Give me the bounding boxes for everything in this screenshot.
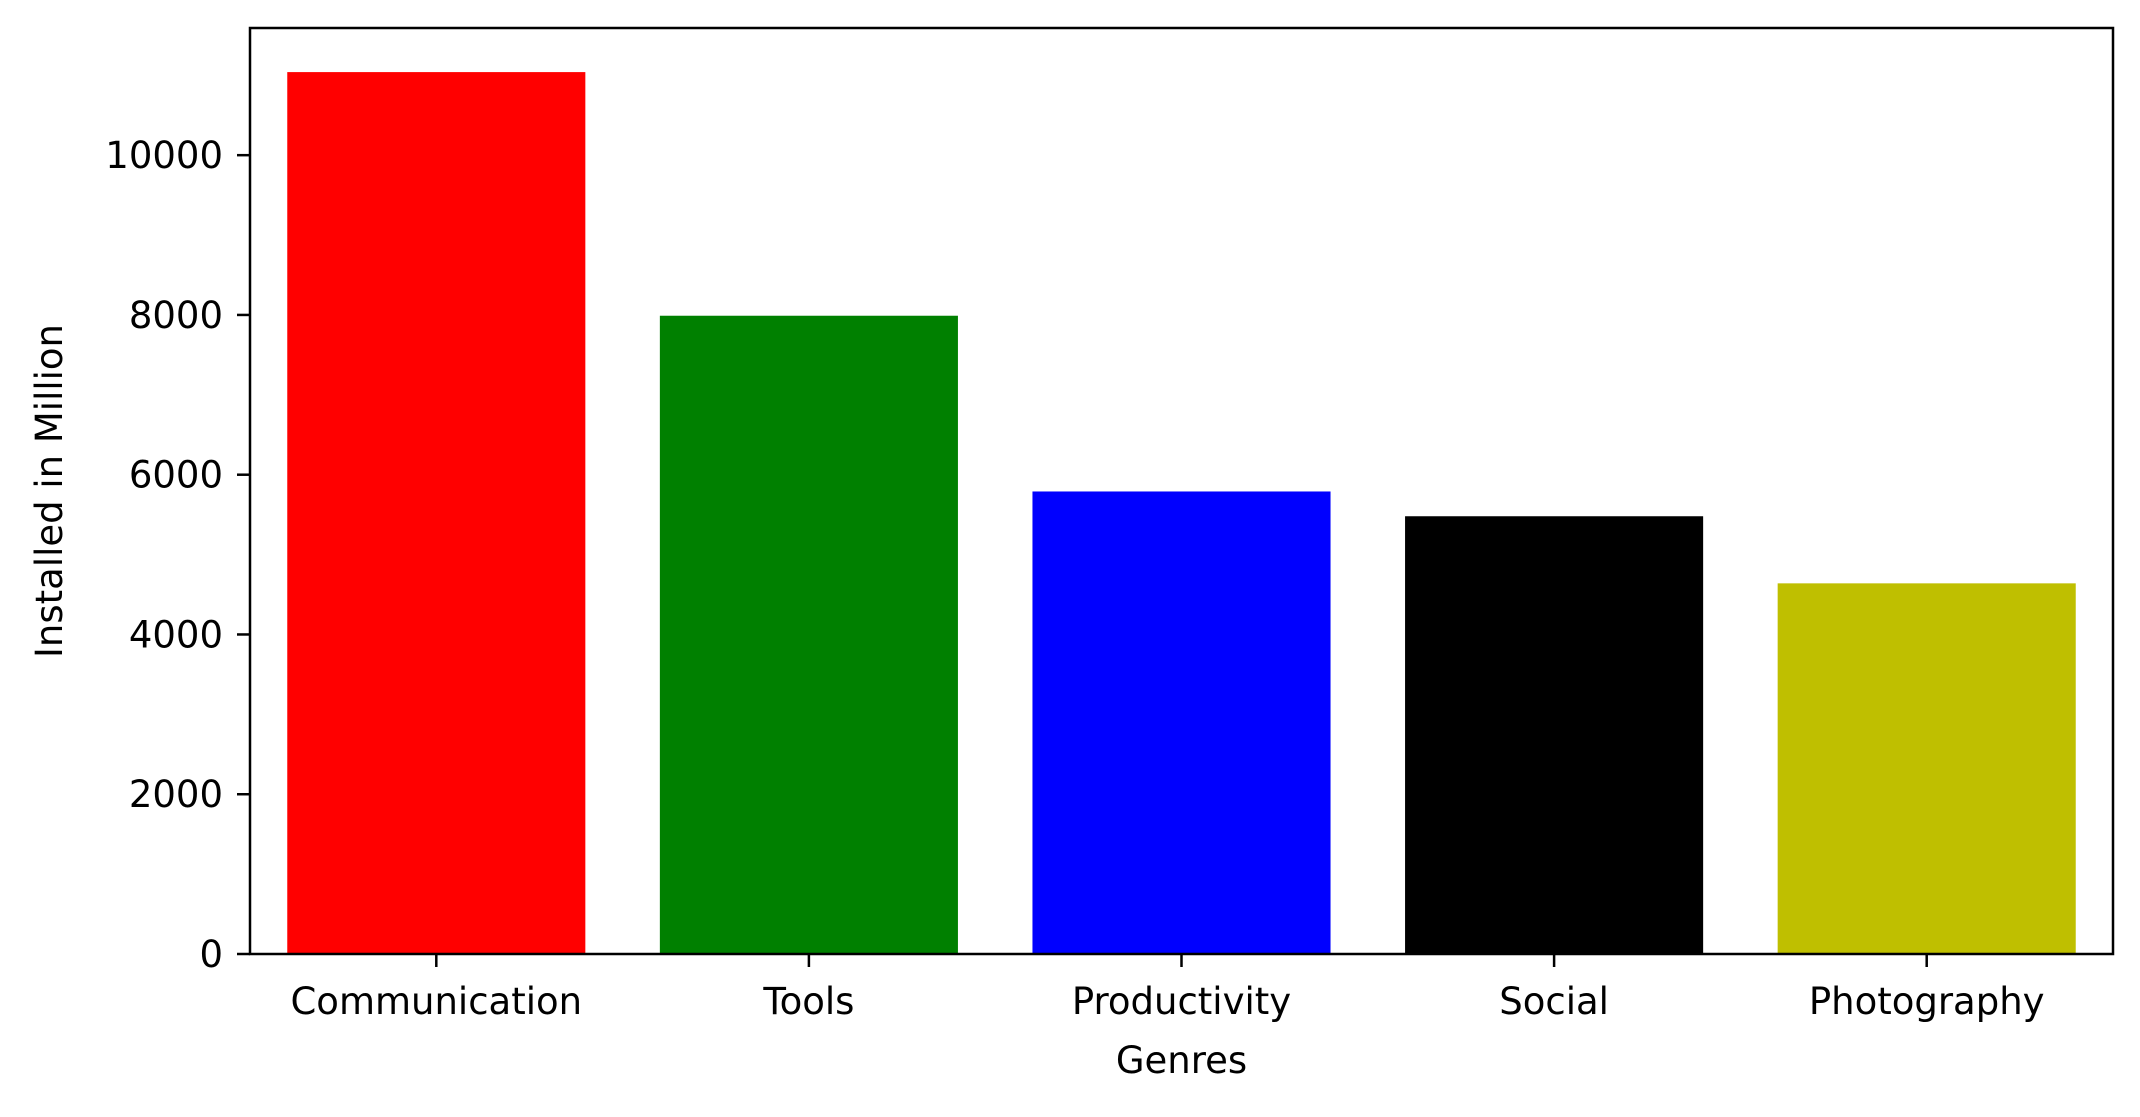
y-tick-label: 4000: [129, 613, 223, 656]
y-axis: 0 2000 4000 6000 8000 10000: [105, 134, 250, 976]
y-axis-label: Installed in Million: [28, 324, 71, 658]
x-tick-label: Communication: [290, 980, 582, 1023]
x-tick-label: Photography: [1809, 980, 2045, 1023]
bars-layer: [287, 72, 2076, 955]
x-tick-label: Social: [1499, 980, 1609, 1023]
y-tick-label: 0: [199, 933, 223, 976]
bar-communication: [287, 72, 586, 955]
x-axis-label: Genres: [1116, 1039, 1247, 1082]
y-tick-label: 8000: [129, 294, 223, 337]
bar-productivity: [1032, 491, 1331, 954]
y-tick-label: 2000: [129, 773, 223, 816]
x-tick-label: Productivity: [1072, 980, 1291, 1023]
bar-photography: [1777, 583, 2076, 954]
bar-tools: [659, 315, 958, 954]
y-tick-label: 6000: [129, 454, 223, 497]
x-axis: Communication Tools Productivity Social Phot…: [290, 954, 2045, 1023]
bar-social: [1405, 516, 1704, 954]
x-tick-label: Tools: [762, 980, 854, 1023]
y-tick-label: 10000: [105, 134, 223, 177]
